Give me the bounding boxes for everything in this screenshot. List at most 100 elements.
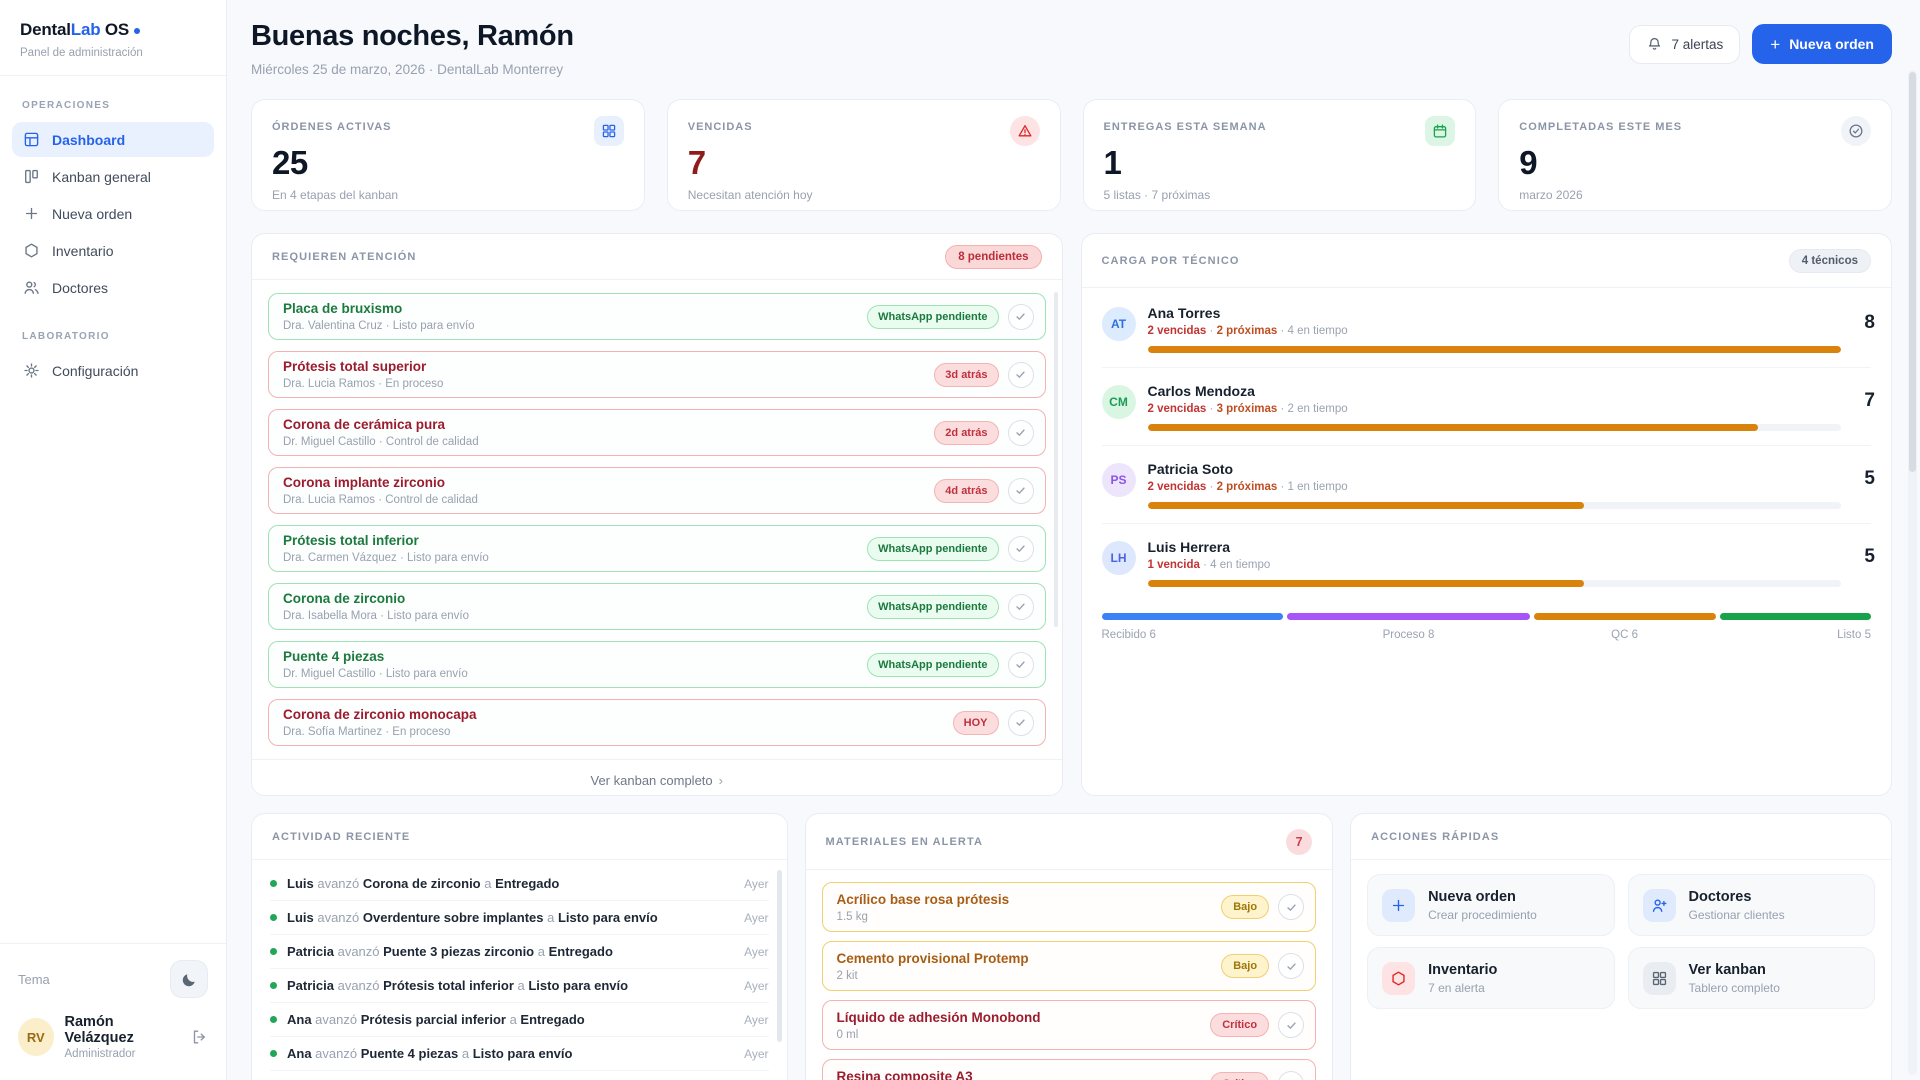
stage-segment-proceso-8 bbox=[1287, 613, 1530, 620]
stat-card-ordenes-activas: ÓRDENES ACTIVAS 25 En 4 etapas del kanban bbox=[251, 99, 645, 211]
workload-bar-track bbox=[1147, 502, 1841, 509]
complete-button[interactable] bbox=[1007, 419, 1034, 446]
stats-row: ÓRDENES ACTIVAS 25 En 4 etapas del kanban V… bbox=[251, 99, 1892, 211]
material-name: Cemento provisional Protemp bbox=[836, 950, 1029, 966]
activity-actor: Luis bbox=[287, 876, 314, 891]
acknowledge-button[interactable] bbox=[1278, 1012, 1305, 1038]
sidebar-item-doctores[interactable]: Doctores bbox=[12, 270, 214, 305]
status-badge: 4d atrás bbox=[934, 478, 999, 503]
technician-avatar: PS bbox=[1101, 463, 1136, 497]
plus-icon bbox=[23, 205, 40, 222]
stat-label: COMPLETADAS ESTE MES bbox=[1519, 121, 1683, 133]
activity-text: Luis avanzó Corona de zirconio a Entrega… bbox=[287, 876, 560, 891]
quick-action-nueva-orden[interactable]: Nueva orden Crear procedimiento bbox=[1367, 874, 1615, 936]
complete-button[interactable] bbox=[1007, 477, 1034, 504]
window-scrollbar[interactable] bbox=[1908, 70, 1917, 1075]
activity-stage: Listo para envío bbox=[528, 978, 629, 993]
attention-title: REQUIEREN ATENCIÓN bbox=[272, 251, 417, 263]
quick-action-inventario[interactable]: Inventario 7 en alerta bbox=[1367, 947, 1615, 1009]
activity-text: Luis avanzó Overdenture sobre implantes … bbox=[287, 910, 658, 925]
attention-item[interactable]: Puente 4 piezas Dr. Miguel Castillo · Lis… bbox=[268, 641, 1046, 688]
material-item[interactable]: Líquido de adhesión Monobond 0 ml Crítico bbox=[821, 1000, 1317, 1050]
acknowledge-button[interactable] bbox=[1278, 894, 1305, 920]
sidebar-item-nueva-orden[interactable]: Nueva orden bbox=[12, 196, 214, 231]
new-order-button[interactable]: + Nueva orden bbox=[1752, 24, 1892, 64]
activity-actor: Patricia bbox=[287, 978, 334, 993]
stat-value: 7 bbox=[687, 144, 706, 181]
user-profile[interactable]: RV Ramón Velázquez Administrador bbox=[18, 1014, 208, 1060]
logout-icon[interactable] bbox=[190, 1028, 208, 1046]
alerts-button[interactable]: 7 alertas bbox=[1629, 24, 1741, 64]
attention-item[interactable]: Prótesis total superior Dra. Lucia Ramos … bbox=[268, 351, 1046, 398]
complete-button[interactable] bbox=[1007, 303, 1034, 330]
complete-button[interactable] bbox=[1007, 709, 1034, 736]
theme-toggle-button[interactable] bbox=[170, 960, 208, 998]
material-item[interactable]: Acrílico base rosa prótesis 1.5 kg Bajo bbox=[821, 882, 1317, 932]
attention-item[interactable]: Corona de zirconio Dra. Isabella Mora · L… bbox=[268, 583, 1046, 630]
hexagon-icon bbox=[1382, 961, 1416, 995]
material-name: Líquido de adhesión Monobond bbox=[836, 1009, 1041, 1025]
quick-action-ver-kanban[interactable]: Ver kanban Tablero completo bbox=[1627, 947, 1875, 1009]
plus-icon: + bbox=[1770, 34, 1781, 54]
complete-button[interactable] bbox=[1007, 651, 1034, 678]
materials-list: Acrílico base rosa prótesis 1.5 kg Bajo Cem… bbox=[806, 870, 1333, 1080]
sidebar-item-inventario[interactable]: Inventario bbox=[12, 233, 214, 268]
ontime-count: 2 en tiempo bbox=[1287, 403, 1348, 415]
complete-button[interactable] bbox=[1007, 361, 1034, 388]
scrollbar-thumb[interactable] bbox=[1909, 72, 1916, 472]
acknowledge-button[interactable] bbox=[1278, 953, 1305, 979]
attention-item[interactable]: Corona de cerámica pura Dr. Miguel Castil… bbox=[268, 409, 1046, 456]
pending-badge: 8 pendientes bbox=[945, 245, 1042, 269]
view-kanban-label: Ver kanban completo bbox=[590, 773, 713, 788]
status-badge: 3d atrás bbox=[934, 362, 999, 387]
sidebar-item-configuracion[interactable]: Configuración bbox=[12, 353, 214, 388]
quick-action-doctores[interactable]: Doctores Gestionar clientes bbox=[1627, 874, 1875, 936]
attention-scrollbar[interactable] bbox=[1053, 292, 1058, 628]
attention-item-title: Puente 4 piezas bbox=[283, 649, 385, 664]
complete-button[interactable] bbox=[1007, 535, 1034, 562]
technician-avatar: LH bbox=[1101, 541, 1136, 575]
green-dot-icon bbox=[270, 1050, 277, 1057]
material-item[interactable]: Cemento provisional Protemp 2 kit Bajo bbox=[821, 941, 1317, 991]
technician-status: 2 vencidas · 2 próximas · 1 en tiempo bbox=[1147, 481, 1348, 493]
material-item[interactable]: Resina composite A340 g Crítico bbox=[821, 1059, 1317, 1080]
attention-item-subtitle: Dra. Isabella Mora · Listo para envío bbox=[283, 610, 470, 622]
activity-object: Corona de zirconio bbox=[362, 876, 481, 891]
stage-segment-recibido-6 bbox=[1101, 613, 1284, 620]
upcoming-count: 3 próximas bbox=[1216, 403, 1278, 415]
material-actions: Bajo bbox=[1221, 953, 1305, 979]
activity-text: Ana avanzó Prótesis parcial inferior a E… bbox=[287, 1012, 585, 1027]
attention-item-subtitle: Dra. Valentina Cruz · Listo para envío bbox=[283, 320, 475, 332]
attention-item[interactable]: Prótesis total inferior Dra. Carmen Vázqu… bbox=[268, 525, 1046, 572]
sidebar-nav: OPERACIONES Dashboard Kanban general Nueva … bbox=[0, 76, 226, 390]
technician-order-count: 5 bbox=[1864, 546, 1875, 567]
status-badge: WhatsApp pendiente bbox=[867, 594, 999, 619]
material-quantity: 2 kit bbox=[836, 969, 858, 982]
attention-item-subtitle: Dra. Lucia Ramos · Control de calidad bbox=[283, 494, 478, 506]
activity-stage: Entregado bbox=[520, 1012, 585, 1027]
stock-level-badge: Crítico bbox=[1210, 1072, 1270, 1080]
activity-object: Prótesis total inferior bbox=[383, 978, 514, 993]
activity-row: Ana avanzó Prótesis parcial inferior a E… bbox=[270, 1003, 769, 1037]
attention-item[interactable]: Placa de bruxismo Dra. Valentina Cruz · L… bbox=[268, 293, 1046, 340]
complete-button[interactable] bbox=[1007, 593, 1034, 620]
activity-time: Ayer bbox=[744, 1012, 769, 1027]
view-kanban-link[interactable]: Ver kanban completo › bbox=[252, 759, 1062, 795]
activity-panel-header: ACTIVIDAD RECIENTE bbox=[252, 814, 787, 860]
acknowledge-button[interactable] bbox=[1278, 1071, 1305, 1080]
sidebar-item-kanban-general[interactable]: Kanban general bbox=[12, 159, 214, 194]
activity-time: Ayer bbox=[744, 876, 769, 891]
material-actions: Crítico bbox=[1210, 1012, 1305, 1038]
activity-actor: Patricia bbox=[287, 944, 334, 959]
attention-item-title: Corona de cerámica pura bbox=[283, 417, 446, 432]
stock-level-badge: Bajo bbox=[1221, 895, 1270, 919]
activity-title: ACTIVIDAD RECIENTE bbox=[272, 831, 411, 843]
sidebar-item-dashboard[interactable]: Dashboard bbox=[12, 122, 214, 157]
quick-action-text: Nueva orden Crear procedimiento bbox=[1428, 889, 1537, 922]
attention-item[interactable]: Corona de zirconio monocapa Dra. Sofía Ma… bbox=[268, 699, 1046, 746]
upcoming-count: 2 próximas bbox=[1216, 325, 1278, 337]
attention-item[interactable]: Corona implante zirconio Dra. Lucia Ramos… bbox=[268, 467, 1046, 514]
activity-scrollbar[interactable] bbox=[776, 870, 782, 1042]
people-icon bbox=[23, 279, 40, 296]
technician-order-count: 5 bbox=[1864, 468, 1875, 489]
